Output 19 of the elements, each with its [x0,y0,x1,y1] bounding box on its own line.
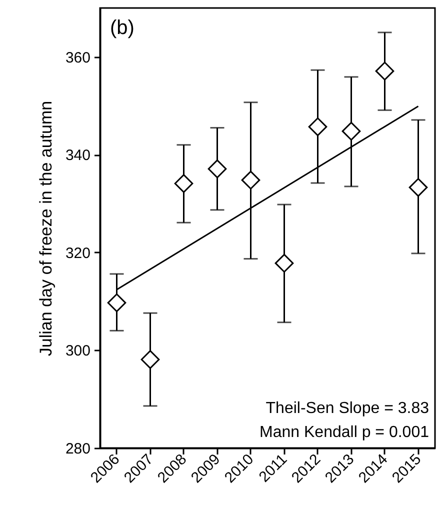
point [140,350,160,369]
point [174,174,194,193]
point [274,254,294,273]
y-tick-label: 300 [65,342,90,360]
y-axis-title: Julian day of freeze in the autumn [36,100,56,356]
point [342,122,361,141]
point [375,62,394,80]
point [308,117,328,136]
point [107,293,126,312]
point [208,159,227,178]
y-tick-label: 320 [65,244,90,262]
y-tick-label: 280 [65,440,90,458]
y-tick-label: 360 [65,49,90,66]
point [241,170,260,190]
y-tick-label: 340 [65,147,90,164]
annotation: Mann Kendall p = 0.001 [260,424,430,441]
annotation: Theil-Sen Slope = 3.83 [266,400,430,417]
point [408,178,428,197]
annotation: (b) [110,17,134,39]
